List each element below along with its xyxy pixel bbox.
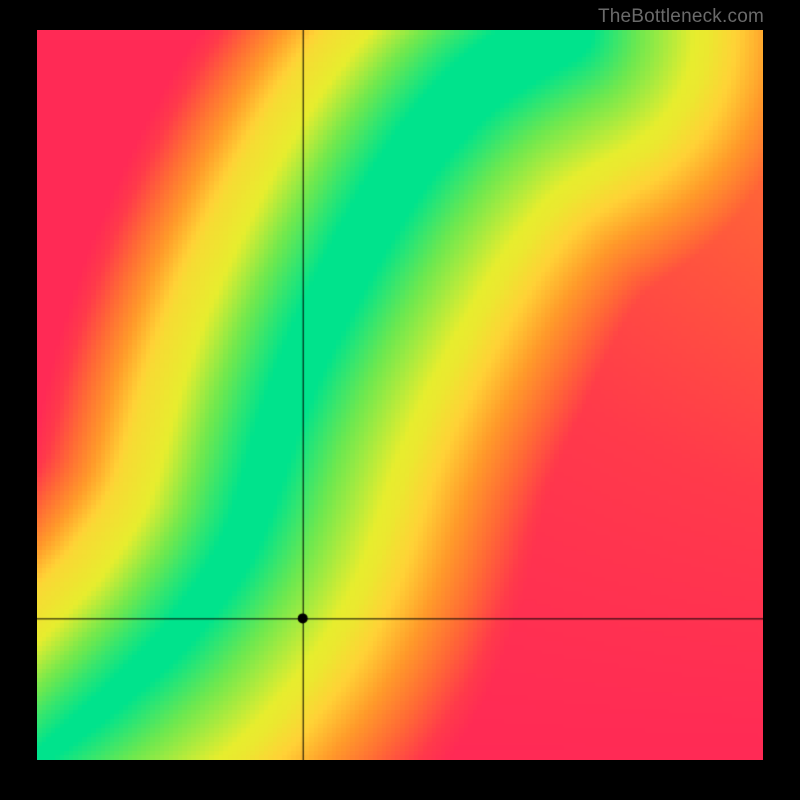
chart-container: TheBottleneck.com: [0, 0, 800, 800]
heatmap-canvas: [37, 30, 763, 760]
watermark-text: TheBottleneck.com: [598, 6, 764, 28]
